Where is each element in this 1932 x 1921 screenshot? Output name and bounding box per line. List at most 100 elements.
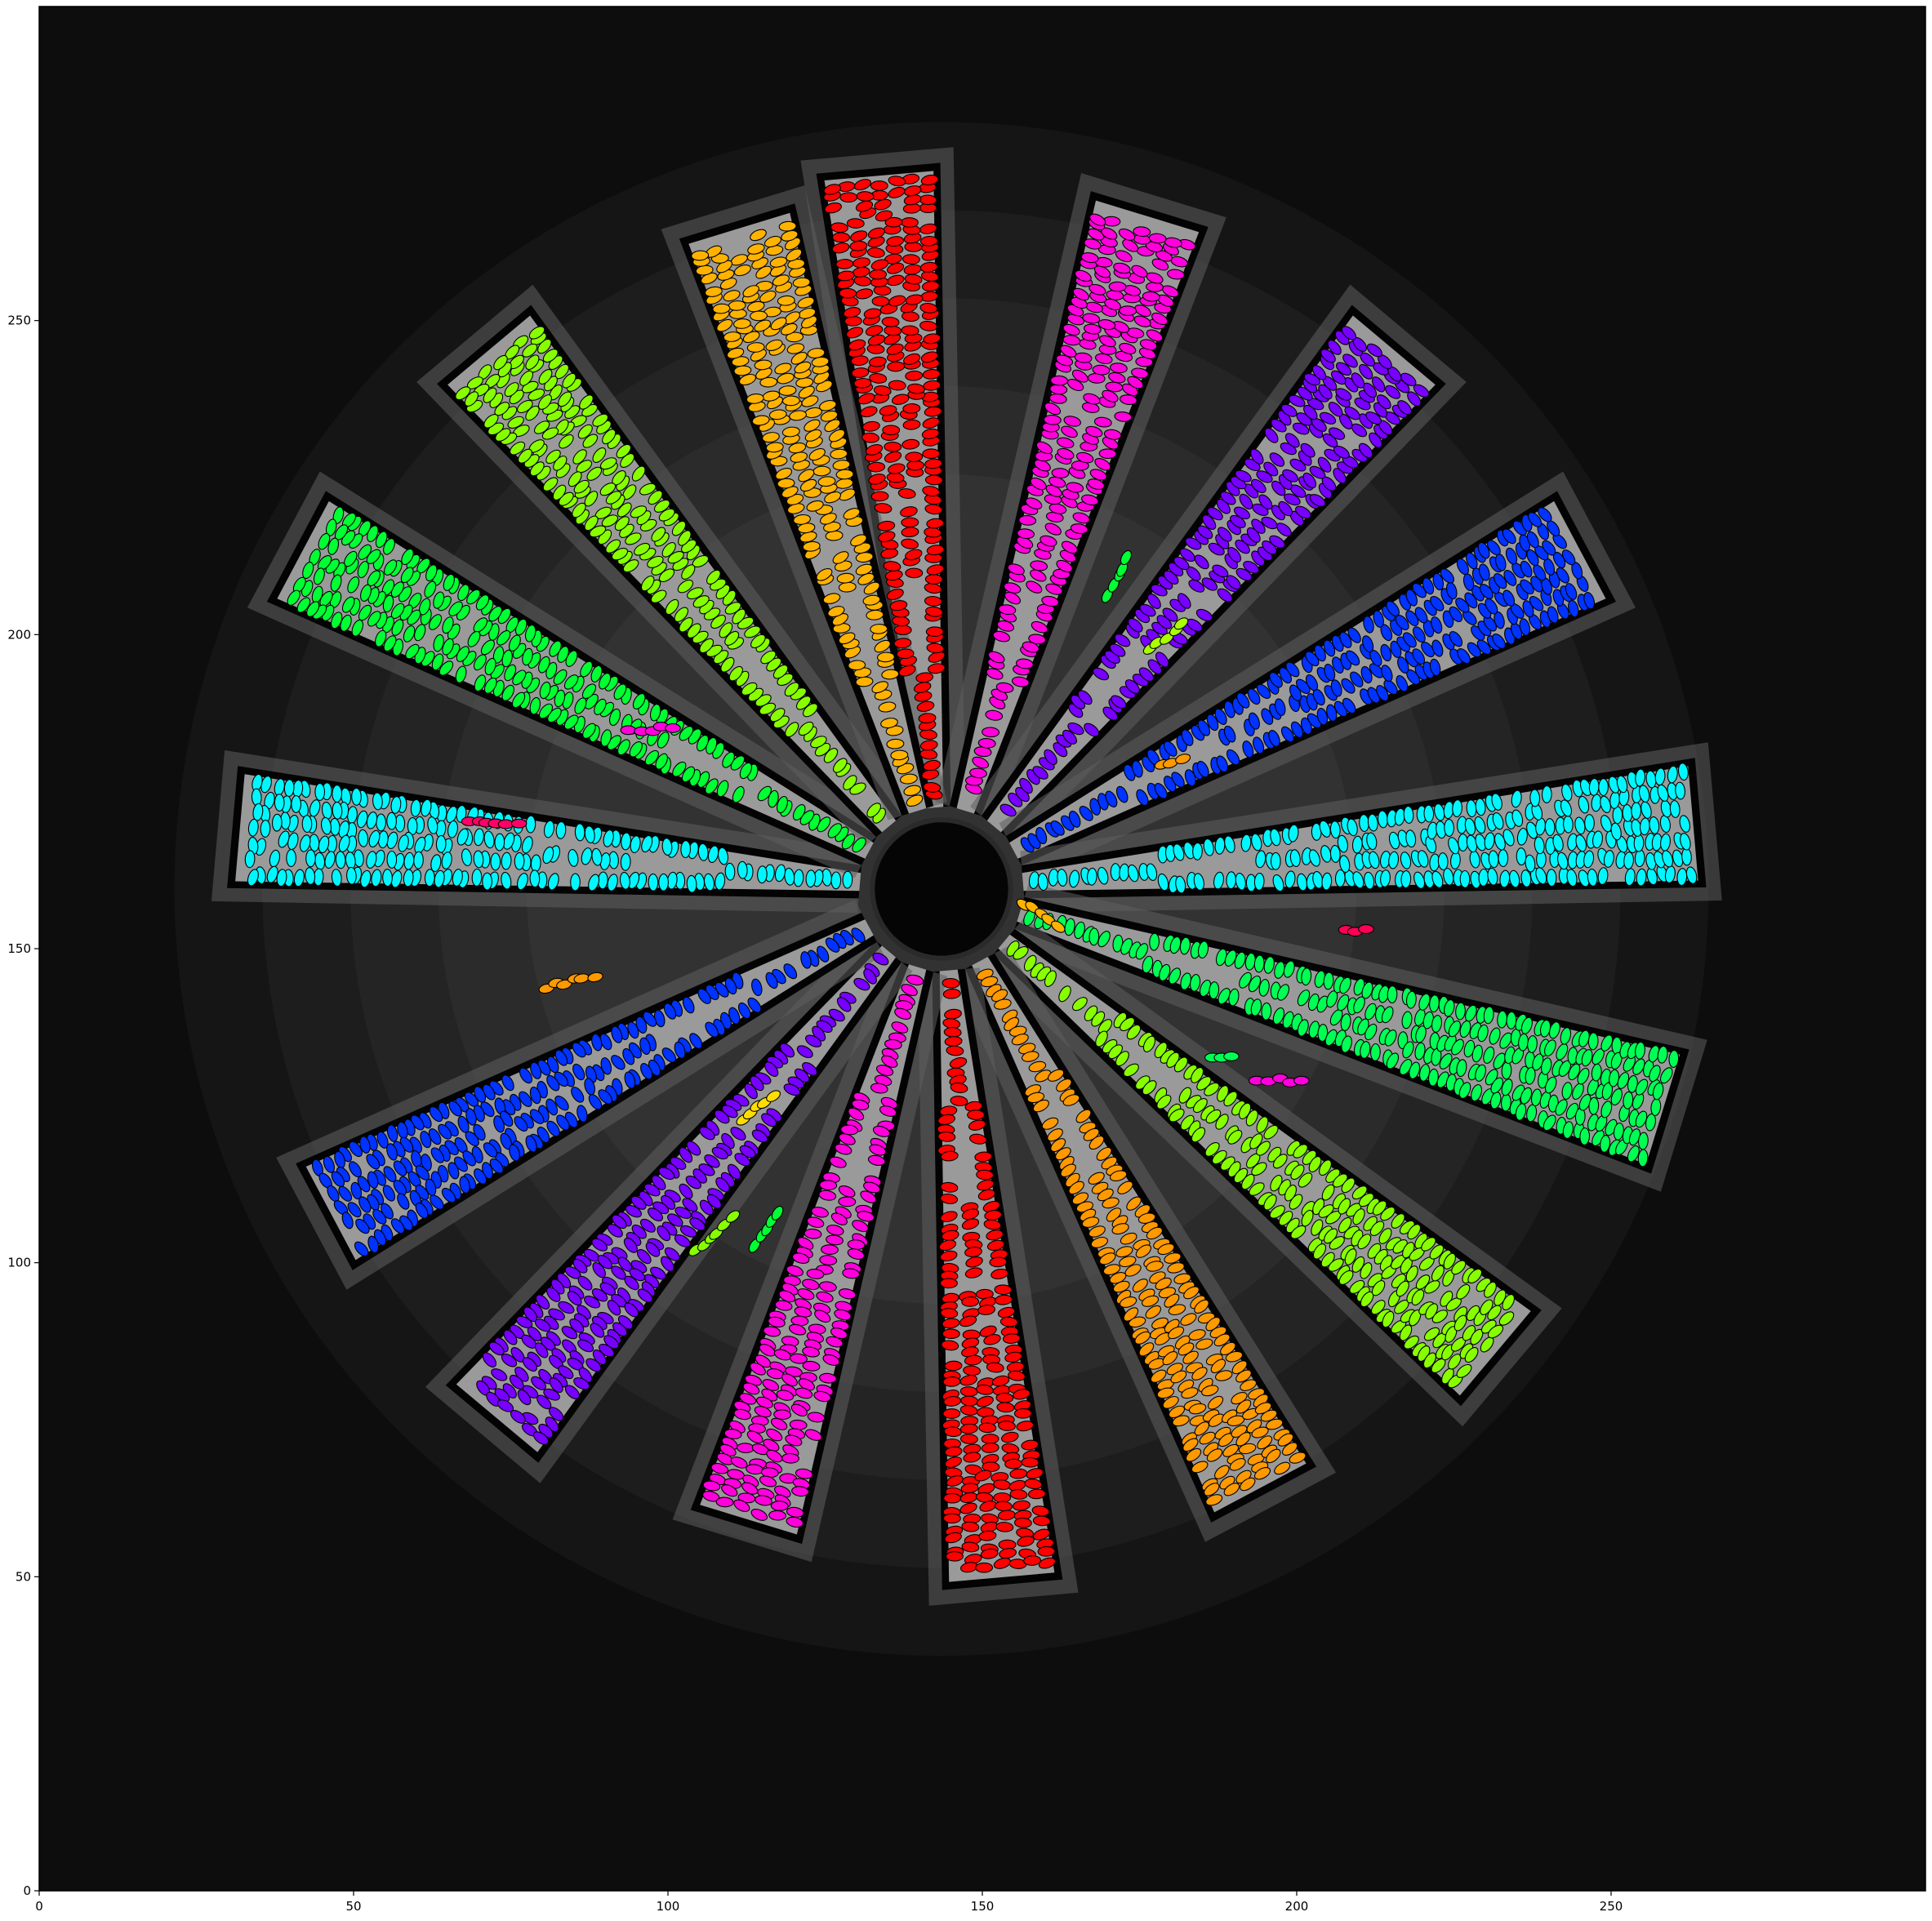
data-point — [1566, 869, 1578, 887]
data-point — [1478, 868, 1489, 887]
data-point — [1114, 411, 1133, 422]
data-point — [1057, 869, 1068, 887]
data-point — [1362, 635, 1374, 653]
data-point — [924, 458, 943, 469]
data-point — [856, 191, 875, 202]
data-point — [874, 503, 893, 514]
data-point — [1224, 835, 1235, 853]
data-point — [1026, 580, 1043, 594]
data-point — [922, 417, 940, 429]
data-point — [850, 230, 868, 242]
data-point — [830, 871, 842, 890]
data-point — [1516, 847, 1527, 866]
data-point — [999, 803, 1017, 817]
data-point — [925, 606, 943, 617]
data-point — [888, 380, 906, 391]
data-point — [1146, 329, 1164, 342]
data-point — [873, 385, 892, 396]
data-point — [1305, 674, 1319, 691]
data-point — [665, 723, 681, 733]
data-point — [1346, 650, 1360, 666]
data-point — [1109, 362, 1128, 374]
data-point — [1066, 482, 1084, 493]
data-point — [902, 419, 921, 430]
data-point — [977, 738, 996, 749]
data-point — [1289, 684, 1302, 701]
data-point — [1045, 583, 1063, 595]
y-tick-label: 50 — [16, 1569, 31, 1584]
data-point — [916, 700, 935, 712]
data-point — [1220, 491, 1236, 505]
data-point — [781, 1452, 799, 1464]
data-point — [919, 235, 938, 247]
data-point — [382, 869, 393, 887]
data-point — [1226, 871, 1237, 890]
data-point — [843, 307, 861, 318]
center-hub — [870, 817, 1013, 961]
data-point — [1223, 725, 1236, 743]
data-point — [923, 759, 941, 772]
data-point — [482, 872, 492, 891]
data-point — [1367, 813, 1378, 832]
data-point — [525, 815, 536, 834]
data-point — [920, 351, 939, 363]
data-point — [1491, 793, 1502, 811]
data-point — [435, 834, 447, 853]
x-tick-label: 0 — [35, 1899, 43, 1914]
data-point — [1316, 707, 1329, 726]
x-tick-label: 250 — [1600, 1899, 1623, 1914]
data-point — [923, 781, 942, 793]
data-point — [915, 672, 934, 683]
data-point — [1369, 851, 1380, 869]
data-point — [887, 361, 906, 372]
data-point — [1284, 493, 1301, 506]
data-point — [1019, 777, 1033, 794]
data-point — [883, 561, 901, 572]
data-point — [271, 813, 283, 832]
data-point — [1274, 698, 1286, 716]
data-point — [897, 488, 916, 499]
data-point — [824, 202, 842, 214]
data-point — [1492, 634, 1507, 649]
data-point — [871, 296, 890, 307]
data-point — [942, 1408, 961, 1419]
data-point — [1319, 411, 1337, 425]
data-point — [1556, 567, 1569, 584]
x-tick-label: 100 — [657, 1899, 680, 1914]
data-point — [904, 242, 923, 252]
data-point — [1177, 593, 1191, 609]
data-point — [1035, 441, 1053, 455]
data-point — [1429, 658, 1441, 677]
data-point — [1293, 1075, 1310, 1086]
data-point — [260, 820, 271, 838]
data-point — [882, 425, 901, 436]
data-point — [1025, 497, 1043, 509]
data-point — [757, 865, 768, 884]
data-point — [1088, 283, 1106, 296]
data-point — [907, 383, 925, 394]
data-point — [1370, 1043, 1381, 1061]
data-point — [1218, 527, 1232, 542]
data-point — [1030, 477, 1047, 491]
data-point — [1319, 820, 1331, 838]
data-point — [1358, 924, 1374, 934]
data-point — [923, 333, 942, 345]
data-point — [855, 200, 874, 212]
data-point — [1077, 690, 1093, 705]
data-point — [905, 370, 924, 381]
data-point — [994, 1284, 1013, 1296]
data-point — [1264, 427, 1279, 443]
data-point — [1561, 784, 1573, 802]
data-point — [658, 873, 669, 892]
data-point — [332, 785, 343, 803]
data-point — [514, 852, 525, 870]
data-point — [987, 651, 1005, 664]
data-point — [1431, 639, 1444, 657]
data-point — [1216, 755, 1229, 773]
data-point — [1094, 457, 1111, 471]
data-point — [1063, 416, 1081, 427]
data-point — [314, 783, 326, 801]
data-point — [870, 259, 889, 271]
data-point — [1358, 442, 1373, 459]
data-point — [978, 1422, 997, 1434]
